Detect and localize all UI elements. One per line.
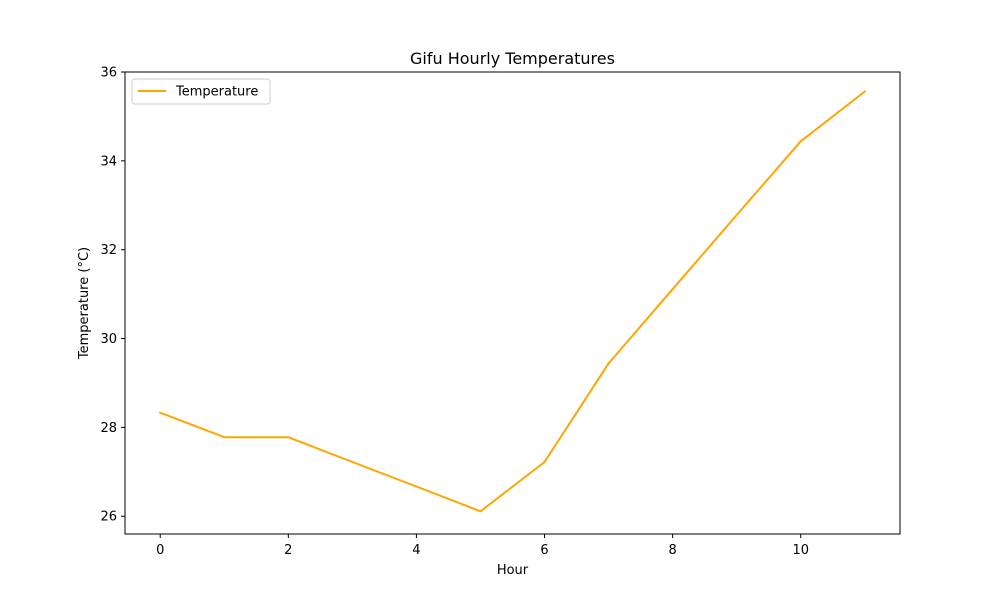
y-axis-label: Temperature (°C) [77,247,92,360]
x-tick-label: 6 [540,543,548,558]
x-axis-label: Hour [497,563,529,578]
y-tick-label: 34 [100,154,117,169]
x-tick-label: 8 [668,543,676,558]
legend-box [131,78,271,105]
x-axis-ticks: 0 2 4 6 8 10 [156,534,809,558]
y-tick-label: 28 [100,421,117,436]
legend: Temperature [131,78,271,105]
y-tick-label: 30 [100,332,117,347]
y-tick-label: 26 [100,510,117,525]
plot-area-frame [124,71,901,535]
y-axis-ticks: 26 28 30 32 34 36 [100,66,125,525]
x-tick-label: 4 [412,543,420,558]
x-tick-label: 2 [284,543,292,558]
x-tick-label: 0 [156,543,164,558]
y-tick-label: 36 [100,66,117,81]
x-tick-label: 10 [792,543,809,558]
legend-label-temperature: Temperature [175,85,258,100]
y-tick-label: 32 [100,243,117,258]
series-line-temperature [158,90,867,513]
chart-title: Gifu Hourly Temperatures [410,49,615,68]
series-layer [158,90,867,513]
